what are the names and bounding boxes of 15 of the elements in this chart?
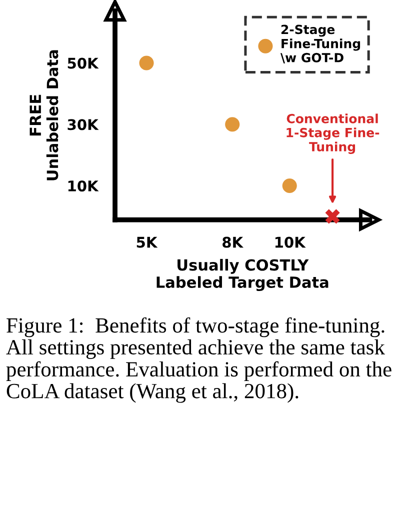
x-axis-title: Usually COSTLY Labeled Target Data [156, 258, 328, 292]
y-tick-label: 30K [68, 119, 99, 130]
y-axis-title: FREE Unlabeled Data [30, 50, 58, 180]
y-tick-label: 50K [68, 58, 99, 69]
legend-label: 2-Stage Fine-Tuning \w GOT-D [280, 24, 360, 64]
point [325, 209, 340, 224]
x-tick-label: 5K [136, 236, 158, 248]
x-tick-label: 8K [222, 236, 244, 248]
point [225, 117, 240, 132]
point [282, 178, 297, 194]
x-tick-label: 10K [275, 236, 306, 248]
point [139, 56, 154, 70]
y-tick-label: 10K [68, 180, 99, 192]
caption: Figure 1: Benefits of two-stage fine-tuning. All settings presented achieve the same task performance. Evaluation is performed on the CoLA dataset (Wang et al., 2018). [6, 317, 392, 403]
annotation: Conventional 1-Stage Fine- Tuning [286, 114, 380, 154]
